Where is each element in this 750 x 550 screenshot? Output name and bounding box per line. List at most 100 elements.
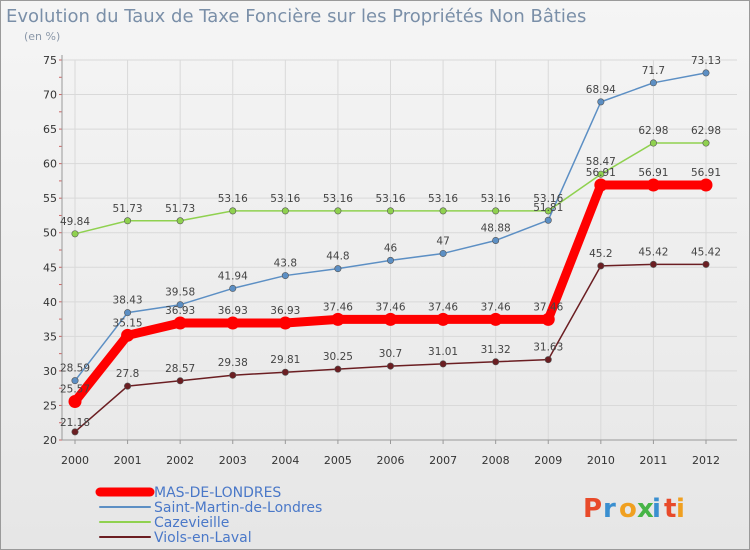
point-saint-martin-de-londres	[71, 377, 79, 385]
data-labels: 28.59 38.43 39.58 41.94 43.8 44.8 46 47 48.88 51.…	[60, 55, 721, 429]
point-mas-de-londres	[646, 178, 660, 192]
data-label-mas-de-londres: 25.57	[60, 384, 90, 396]
x-tick-label: 2010	[587, 454, 615, 467]
x-tick-label: 2003	[219, 454, 247, 467]
y-tick-label: 75	[43, 54, 57, 67]
point-viols-en-laval	[281, 368, 289, 376]
y-tick-label: 50	[43, 227, 57, 240]
x-tick-label: 2011	[639, 454, 667, 467]
x-tick-label: 2008	[482, 454, 510, 467]
data-label-saint-martin-de-londres: 41.94	[218, 270, 248, 282]
point-cazevieille	[176, 217, 184, 225]
point-saint-martin-de-londres	[229, 284, 237, 292]
data-label-saint-martin-de-londres: 71.7	[642, 65, 665, 77]
point-mas-de-londres	[121, 328, 135, 342]
axes	[59, 55, 737, 444]
point-saint-martin-de-londres	[544, 216, 552, 224]
point-cazevieille	[334, 207, 342, 215]
legend-label: Viols-en-Laval	[154, 530, 252, 546]
x-tick-label: 2009	[534, 454, 562, 467]
point-viols-en-laval	[71, 428, 79, 436]
y-tick-label: 60	[43, 158, 57, 171]
point-mas-de-londres	[68, 395, 82, 409]
point-mas-de-londres	[541, 312, 555, 326]
y-tick-label: 55	[43, 192, 57, 205]
data-label-viols-en-laval: 31.01	[428, 346, 458, 358]
y-tick-label: 65	[43, 123, 57, 136]
data-label-mas-de-londres: 56.91	[691, 167, 721, 179]
data-label-cazevieille: 53.16	[428, 193, 458, 205]
data-label-saint-martin-de-londres: 46	[384, 242, 398, 254]
point-mas-de-londres	[489, 312, 503, 326]
point-viols-en-laval	[386, 362, 394, 370]
point-mas-de-londres	[436, 312, 450, 326]
y-tick-label: 35	[43, 330, 57, 343]
point-viols-en-laval	[334, 365, 342, 373]
legend: MAS-DE-LONDRESSaint-Martin-de-LondresCaz…	[95, 485, 322, 546]
point-viols-en-laval	[439, 360, 447, 368]
point-cazevieille	[124, 217, 132, 225]
data-label-mas-de-londres: 37.46	[375, 301, 405, 313]
point-viols-en-laval	[492, 358, 500, 366]
point-cazevieille	[71, 230, 79, 238]
point-mas-de-londres	[226, 316, 240, 330]
point-mas-de-londres	[594, 178, 608, 192]
legend-label: MAS-DE-LONDRES	[154, 485, 281, 501]
data-label-mas-de-londres: 37.46	[323, 301, 353, 313]
y-tick-label: 30	[43, 365, 57, 378]
chart-title: Evolution du Taux de Taxe Foncière sur l…	[6, 6, 586, 27]
point-saint-martin-de-londres	[597, 98, 605, 106]
logo-text: Pr oxi ti	[583, 494, 685, 524]
point-mas-de-londres	[173, 316, 187, 330]
data-label-viols-en-laval: 29.38	[218, 357, 248, 369]
data-label-saint-martin-de-londres: 38.43	[113, 295, 143, 307]
x-tick-label: 2000	[61, 454, 89, 467]
x-tick-label: 2002	[166, 454, 194, 467]
chart-subtitle: (en %)	[24, 30, 60, 43]
point-saint-martin-de-londres	[281, 272, 289, 280]
data-label-cazevieille: 53.16	[323, 193, 353, 205]
point-saint-martin-de-londres	[649, 79, 657, 87]
data-label-cazevieille: 53.16	[533, 193, 563, 205]
point-saint-martin-de-londres	[439, 249, 447, 257]
point-cazevieille	[649, 139, 657, 147]
data-label-mas-de-londres: 36.93	[165, 305, 195, 317]
data-label-saint-martin-de-londres: 68.94	[586, 84, 616, 96]
data-label-mas-de-londres: 35.15	[113, 317, 143, 329]
proxiti-logo: Pr oxi ti	[583, 494, 685, 524]
y-tick-labels: 20 25 30 35 40 45 50 55 60 65 70 75	[43, 54, 57, 447]
point-saint-martin-de-londres	[334, 265, 342, 273]
data-label-viols-en-laval: 30.25	[323, 351, 353, 363]
x-tick-label: 2006	[377, 454, 405, 467]
y-tick-label: 45	[43, 261, 57, 274]
data-label-cazevieille: 62.98	[691, 125, 721, 137]
data-label-saint-martin-de-londres: 51.81	[533, 202, 563, 214]
point-mas-de-londres	[331, 312, 345, 326]
data-label-saint-martin-de-londres: 73.13	[691, 55, 721, 67]
point-viols-en-laval	[597, 262, 605, 270]
y-tick-label: 25	[43, 399, 57, 412]
data-label-cazevieille: 53.16	[270, 193, 300, 205]
data-label-viols-en-laval: 31.32	[481, 344, 511, 356]
point-saint-martin-de-londres	[386, 256, 394, 264]
point-cazevieille	[544, 207, 552, 215]
x-tick-label: 2004	[271, 454, 299, 467]
point-saint-martin-de-londres	[492, 236, 500, 244]
point-viols-en-laval	[176, 377, 184, 385]
point-viols-en-laval	[702, 260, 710, 268]
point-cazevieille	[229, 207, 237, 215]
data-label-saint-martin-de-londres: 48.88	[481, 222, 511, 234]
data-label-mas-de-londres: 37.46	[481, 301, 511, 313]
data-label-cazevieille: 53.16	[481, 193, 511, 205]
data-label-saint-martin-de-londres: 47	[436, 235, 449, 247]
x-tick-label: 2005	[324, 454, 352, 467]
x-tick-label: 2012	[692, 454, 720, 467]
data-label-viols-en-laval: 45.2	[589, 248, 612, 260]
x-tick-label: 2001	[114, 454, 142, 467]
point-viols-en-laval	[229, 371, 237, 379]
data-label-viols-en-laval: 29.81	[270, 354, 300, 366]
data-label-mas-de-londres: 56.91	[586, 167, 616, 179]
data-label-mas-de-londres: 37.46	[533, 301, 563, 313]
data-label-cazevieille: 58.47	[586, 156, 616, 168]
